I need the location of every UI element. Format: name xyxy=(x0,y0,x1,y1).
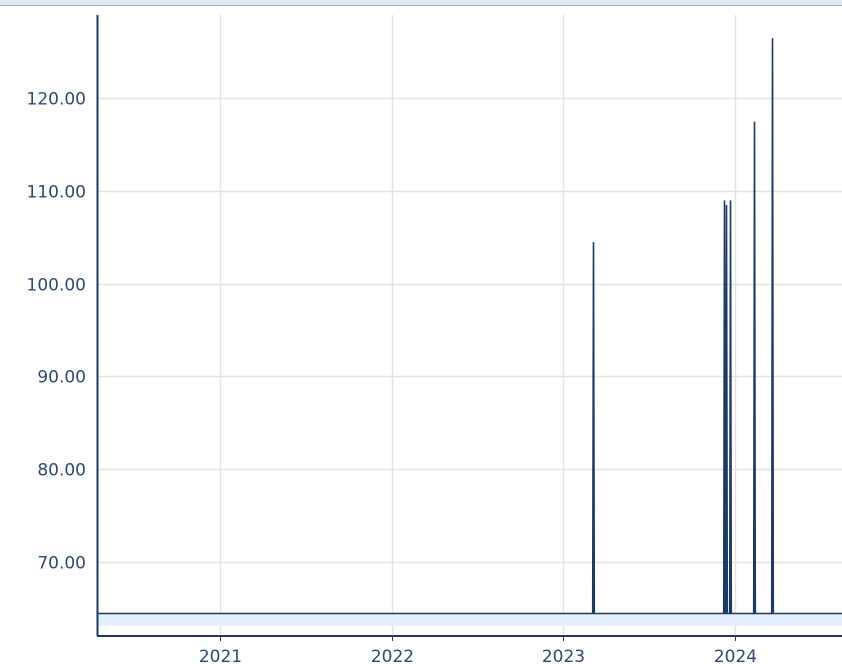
series-spike xyxy=(728,200,733,614)
x-tick-label: 2024 xyxy=(714,647,757,664)
baseline-fill xyxy=(97,613,842,626)
y-tick-label: 120.00 xyxy=(27,90,86,110)
series-spike xyxy=(770,38,775,614)
y-tick-label: 70.00 xyxy=(37,554,86,574)
y-tick-label: 80.00 xyxy=(37,461,86,481)
series-spike xyxy=(591,242,596,614)
x-tick-labels: 2021 2022 2023 2024 xyxy=(199,647,757,664)
y-tick-label: 100.00 xyxy=(27,276,86,296)
x-tick-label: 2023 xyxy=(542,647,585,664)
x-tick-label: 2022 xyxy=(371,647,414,664)
grid-lines xyxy=(97,15,842,636)
x-tick-label: 2021 xyxy=(199,647,242,664)
baseline-band xyxy=(97,613,842,626)
series-spike xyxy=(752,121,757,614)
series-spike xyxy=(722,200,727,614)
y-tick-label: 110.00 xyxy=(27,183,86,203)
y-tick-labels: 70.00 80.00 90.00 100.00 110.00 120.00 xyxy=(27,90,86,574)
top-border-strip xyxy=(0,0,842,6)
series-spike xyxy=(724,205,729,614)
axes xyxy=(96,15,842,641)
y-tick-label: 90.00 xyxy=(37,368,86,388)
data-series xyxy=(97,38,842,615)
